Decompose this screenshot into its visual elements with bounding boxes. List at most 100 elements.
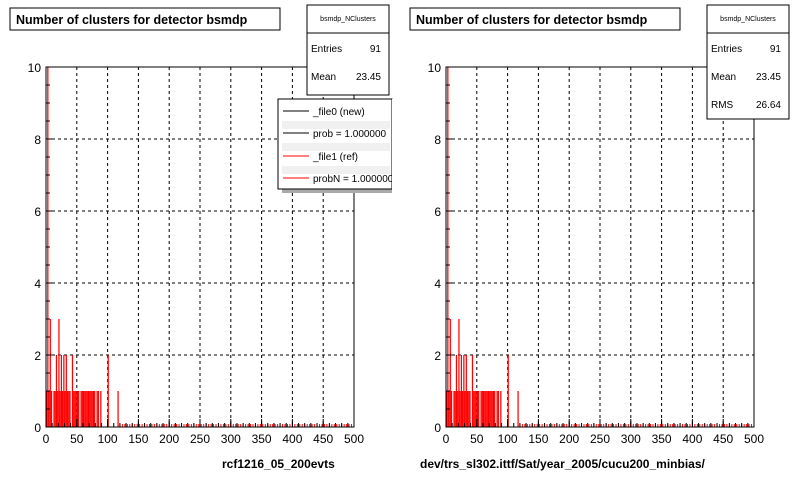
histogram-bar bbox=[496, 391, 498, 427]
histogram-bar bbox=[475, 391, 477, 427]
right-stats-entries-label: Entries bbox=[711, 44, 742, 55]
left-footer-label: rcf1216_05_200evts bbox=[222, 457, 335, 471]
y-tick-label: 6 bbox=[34, 205, 41, 219]
histogram-bar bbox=[487, 391, 490, 427]
histogram-bar bbox=[449, 319, 451, 427]
y-tick-label: 10 bbox=[28, 61, 42, 75]
right-stats-name: bsmdp_NClusters bbox=[720, 16, 776, 23]
x-tick-label: 400 bbox=[282, 432, 302, 446]
x-tick-label: 50 bbox=[470, 432, 484, 446]
x-tick-label: 150 bbox=[528, 432, 548, 446]
y-tick-label: 10 bbox=[428, 61, 442, 75]
x-tick-label: 200 bbox=[159, 432, 179, 446]
histogram-bar bbox=[65, 355, 67, 427]
histogram-bar bbox=[58, 319, 60, 427]
x-tick-label: 0 bbox=[443, 432, 450, 446]
y-tick-label: 6 bbox=[434, 205, 441, 219]
histogram-bar bbox=[471, 355, 474, 427]
histogram-bar bbox=[62, 391, 64, 427]
histogram-bar bbox=[463, 355, 465, 427]
right-stats-box: bsmdp_NClusters Entries 91 Mean 23.45 RM… bbox=[706, 4, 790, 120]
histogram-bar bbox=[54, 391, 56, 427]
y-tick-label: 0 bbox=[434, 421, 441, 435]
x-tick-label: 100 bbox=[498, 432, 518, 446]
histogram-bar bbox=[492, 391, 495, 427]
left-stats-box: bsmdp_NClusters Entries 91 Mean 23.45 bbox=[306, 4, 390, 96]
histogram-bar bbox=[491, 391, 493, 427]
right-chart-title: Number of clusters for detector bsmdp bbox=[416, 13, 648, 27]
y-tick-label: 2 bbox=[34, 349, 41, 363]
x-tick-label: 450 bbox=[313, 432, 333, 446]
x-tick-label: 350 bbox=[652, 432, 672, 446]
histogram-bar bbox=[91, 391, 93, 427]
y-tick-label: 4 bbox=[434, 277, 441, 291]
right-footer-label: dev/trs_sl302.ittf/Sat/year_2005/cucu200… bbox=[420, 457, 705, 471]
histogram-bar bbox=[478, 391, 480, 427]
histogram-bar bbox=[71, 355, 74, 427]
x-tick-label: 300 bbox=[621, 432, 641, 446]
histogram-bar bbox=[481, 391, 483, 427]
left-stats-mean-label: Mean bbox=[311, 72, 336, 83]
histogram-bar bbox=[89, 391, 91, 427]
histogram-bar bbox=[476, 391, 479, 427]
x-tick-label: 450 bbox=[713, 432, 733, 446]
histogram-bar bbox=[50, 391, 53, 427]
histogram-bar bbox=[460, 355, 463, 427]
histogram-bar bbox=[100, 391, 102, 427]
x-tick-label: 100 bbox=[98, 432, 118, 446]
histogram-bar bbox=[90, 391, 92, 427]
left-stats-mean-value: 23.45 bbox=[356, 72, 381, 83]
histogram-bar bbox=[469, 391, 471, 427]
histogram-bar bbox=[474, 391, 476, 427]
histogram-bar bbox=[489, 391, 491, 427]
histogram-bar bbox=[458, 319, 460, 427]
histogram-bar bbox=[462, 391, 464, 427]
x-tick-label: 200 bbox=[559, 432, 579, 446]
histogram-bar bbox=[76, 391, 79, 427]
left-chart-title: Number of clusters for detector bsmdp bbox=[16, 13, 248, 27]
left-axes: 0 50 100 150 200 250 300 350 400 450 500 0 2 4 6 8 10 bbox=[28, 61, 365, 446]
histogram-bar bbox=[490, 391, 492, 427]
left-legend: _file0 (new) prob = 1.000000 _file1 (ref… bbox=[277, 98, 400, 199]
histogram-bar bbox=[107, 355, 109, 427]
y-tick-label: 0 bbox=[34, 421, 41, 435]
histogram-bar bbox=[68, 391, 70, 427]
x-tick-label: 50 bbox=[70, 432, 84, 446]
right-stats-entries-value: 91 bbox=[770, 44, 782, 55]
right-stats-mean-value: 23.45 bbox=[756, 72, 781, 83]
histogram-bar bbox=[80, 391, 82, 427]
right-axes: 0 50 100 150 200 250 300 350 400 450 500 0 2 4 6 8 10 bbox=[428, 61, 765, 446]
histogram-bar bbox=[87, 391, 90, 427]
right-title-box bbox=[409, 7, 681, 31]
legend-probn-label: probN = 1.000000 bbox=[313, 174, 394, 185]
histogram-bar bbox=[457, 391, 459, 427]
histogram-bar bbox=[92, 391, 95, 427]
legend-prob-label: prob = 1.000000 bbox=[313, 129, 387, 140]
x-tick-label: 300 bbox=[221, 432, 241, 446]
histogram-bar bbox=[465, 355, 467, 427]
histogram-bar bbox=[485, 391, 487, 427]
histogram-bar bbox=[69, 391, 71, 427]
histogram-bar bbox=[486, 391, 488, 427]
histogram-bar bbox=[66, 391, 69, 427]
histogram-bar bbox=[73, 391, 75, 427]
histogram-bar bbox=[466, 391, 469, 427]
y-tick-label: 4 bbox=[34, 277, 41, 291]
histogram-bar bbox=[473, 391, 475, 427]
histogram-bar bbox=[455, 355, 458, 427]
histogram-bar bbox=[53, 391, 55, 427]
histogram-bar bbox=[81, 391, 83, 427]
left-title-box bbox=[9, 7, 281, 31]
histogram-bar bbox=[482, 391, 485, 427]
histogram-bar bbox=[64, 391, 66, 427]
left-ref-series bbox=[46, 67, 353, 427]
right-grid bbox=[446, 66, 754, 427]
histogram-bar bbox=[97, 391, 99, 427]
histogram-bar bbox=[86, 391, 88, 427]
legend-ref-label: _file1 (ref) bbox=[312, 152, 358, 163]
x-tick-label: 500 bbox=[744, 432, 764, 446]
histogram-bar bbox=[453, 391, 455, 427]
y-tick-label: 2 bbox=[434, 349, 441, 363]
histogram-bar bbox=[96, 391, 98, 427]
